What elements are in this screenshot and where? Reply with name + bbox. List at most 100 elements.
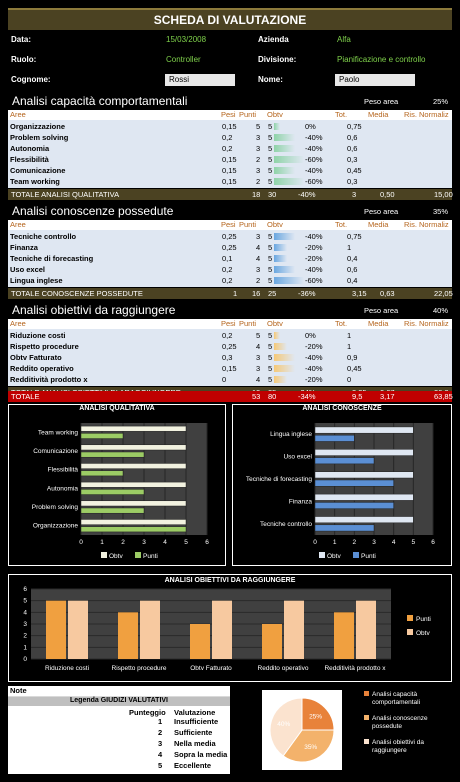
y-tick-label: Lingua inglese: [270, 431, 312, 438]
x-tick-label: 4: [163, 539, 167, 546]
legend-title: Legenda GIUDIZI VALUTATIVI: [8, 697, 230, 706]
row-tot: 0,4: [347, 276, 358, 285]
pie-slice: [282, 729, 335, 763]
grand-total-punti: 53: [252, 392, 261, 401]
legend-rating: Sopra la media: [174, 750, 228, 759]
column-header-row: Aree Pesi Punti Obtv Tot. Media Ris. Normaliz: [8, 110, 452, 120]
pie-legend-label: Analisi conoscenze possedute: [372, 715, 428, 730]
x-tick-label: 6: [431, 539, 435, 546]
table-row: Flessibilità 0,15 2 5 -60% 0,3: [8, 154, 452, 165]
pct-databar: [274, 167, 296, 174]
row-punti: 4: [256, 254, 261, 263]
row-peso: 0,25: [222, 243, 237, 252]
row-obtv: 5: [268, 155, 273, 164]
row-peso: 0,2: [222, 265, 233, 274]
nome-field[interactable]: Paolo: [335, 74, 415, 86]
row-peso: 0,2: [222, 144, 233, 153]
legend-swatch: [101, 552, 107, 558]
chart-analisi-obiettivi: ANALISI OBIETTIVI DA RAGGIUNGERE 0 1 2 3 4 5 6…: [8, 574, 452, 682]
row-tot: 0,6: [347, 133, 358, 142]
bar-punti: [314, 502, 394, 509]
row-name: Rispetto procedure: [10, 342, 79, 351]
row-name: Obtv Fatturato: [10, 353, 62, 362]
row-peso: 0,15: [222, 177, 237, 186]
row-punti: 3: [256, 133, 261, 142]
row-peso: 0,15: [222, 364, 237, 373]
x-tick-label: Riduzione costi: [45, 665, 89, 672]
bar-punti: [80, 507, 145, 514]
cognome-label: Cognome:: [11, 75, 51, 84]
section-title: Analisi obiettivi da raggiungere: [12, 303, 176, 317]
row-punti: 3: [256, 144, 261, 153]
pie-legend-label: Analisi obiettivi da raggiungere: [372, 739, 424, 754]
pie-slice: [301, 697, 335, 731]
chart-title: ANALISI QUALITATIVA: [79, 405, 155, 412]
peso-area-label: Peso area: [364, 306, 399, 315]
chart-svg: 0 1 2 3 4 5 6 Riduzione costi Rispetto procedure…: [23, 586, 430, 672]
legend-header-score: Punteggio: [129, 708, 166, 717]
legend-swatch: [364, 691, 369, 696]
total-media: 0,50: [380, 190, 395, 199]
row-obtv: 5: [268, 276, 273, 285]
bar-obtv: [284, 600, 304, 659]
y-tick-label: Flessibilità: [48, 467, 79, 474]
row-pct: -60%: [305, 276, 323, 285]
total-label: TOTALE ANALISI QUALITATIVA: [11, 190, 120, 199]
cognome-field[interactable]: Rossi: [165, 74, 235, 86]
col-tot: Tot.: [335, 220, 348, 229]
total-tot: 3,15: [352, 289, 367, 298]
section-title-bar: Analisi obiettivi da raggiungere Peso are…: [8, 302, 452, 319]
pie-chart-svg: 25% 35% 40% Analisi capacità comportamentali…: [262, 690, 428, 770]
bar-obtv: [314, 493, 414, 501]
section-total-row: TOTALE CONOSCENZE POSSEDUTE 1 16 25 -36% 3,15…: [8, 288, 453, 299]
y-tick-label: 5: [23, 598, 27, 605]
row-obtv: 5: [268, 375, 273, 384]
col-ris: Ris. Normaliz: [404, 110, 449, 119]
bar-obtv: [140, 600, 160, 659]
col-tot: Tot.: [335, 110, 348, 119]
table-row: Organizzazione 0,15 5 5 0% 0,75: [8, 121, 452, 132]
y-tick-label: Uso excel: [283, 454, 312, 461]
legend-score: 4: [158, 750, 163, 759]
azienda-value: Alfa: [337, 35, 351, 44]
table-row: Reddito operativo 0,15 3 5 -40% 0,45: [8, 363, 452, 374]
row-peso: 0,15: [222, 122, 237, 131]
section-total-row: TOTALE ANALISI QUALITATIVA 18 30 -40% 3 0,50 1…: [8, 189, 453, 200]
chart-title: ANALISI OBIETTIVI DA RAGGIUNGERE: [164, 577, 296, 584]
total-media: 0,63: [380, 289, 395, 298]
row-punti: 2: [256, 177, 261, 186]
note-label: Note: [8, 686, 230, 696]
total-punti: 18: [252, 190, 261, 199]
col-punti: Punti: [239, 220, 257, 229]
y-tick-label: Tecniche controllo: [260, 521, 312, 528]
pie-legend-label: Analisi capacità comportamentali: [372, 691, 420, 706]
header-row-date: Data: 15/03/2008 Azienda Alfa: [8, 30, 452, 50]
table-row: Team working 0,15 2 5 -60% 0,3: [8, 176, 452, 187]
bar-obtv: [314, 516, 414, 524]
section-title-bar: Analisi conoscenze possedute Peso area 35%: [8, 203, 452, 220]
y-tick-label: Team working: [38, 429, 78, 436]
bar-punti: [46, 600, 66, 659]
col-media: Media: [368, 220, 389, 229]
row-pct: -20%: [305, 342, 323, 351]
row-peso: 0,25: [222, 232, 237, 241]
pie-value-label: 25%: [309, 713, 322, 720]
row-pct: -60%: [305, 177, 323, 186]
row-obtv: 5: [268, 364, 273, 373]
total-pct: -40%: [298, 190, 316, 199]
total-punti: 16: [252, 289, 261, 298]
legend-swatch: [407, 629, 413, 635]
column-header-row: Aree Pesi Punti Obtv Tot. Media Ris. Normaliz: [8, 319, 452, 329]
section-rows: Organizzazione 0,15 5 5 0% 0,75 Problem solvin…: [8, 120, 452, 188]
x-tick-label: 2: [353, 539, 357, 546]
y-tick-label: Tecniche di forecasting: [246, 476, 313, 483]
x-tick-label: 2: [121, 539, 125, 546]
row-obtv: 5: [268, 331, 273, 340]
y-tick-label: 6: [23, 586, 27, 593]
row-obtv: 5: [268, 166, 273, 175]
legend-rating: Sufficiente: [174, 728, 213, 737]
y-tick-label: Organizzazione: [33, 523, 79, 530]
table-row: Autonomia 0,2 3 5 -40% 0,6: [8, 143, 452, 154]
col-ris: Ris. Normaliz: [404, 319, 449, 328]
